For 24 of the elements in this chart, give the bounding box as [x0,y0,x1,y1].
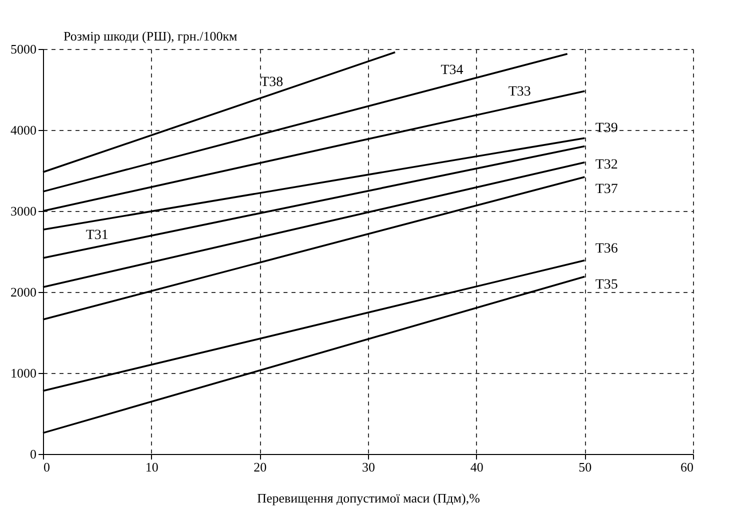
x-tick-label: 30 [362,460,375,474]
y-tick-label: 2000 [10,284,36,300]
series-label: Т34 [440,63,464,78]
x-tick-label: 60 [680,460,694,474]
series-label: Т31 [86,228,108,243]
series-label: Т35 [595,278,618,293]
y-tick-label: 5000 [10,42,36,56]
x-tick-label: 20 [254,460,267,474]
x-axis-title: Перевищення допустимої маси (Пдм),% [257,490,480,506]
series-label: Т32 [595,157,618,172]
series-label: Т38 [260,75,284,90]
series-label: Т37 [595,182,618,197]
series-label: Т39 [595,121,618,136]
y-axis-title: Розмір шкоди (РШ), грн./100км [64,28,238,44]
x-tick-label: 10 [145,460,158,474]
y-tick-label: 3000 [10,204,36,218]
series-label: Т36 [595,241,618,256]
series-label: Т33 [508,84,531,100]
y-tick-label: 4000 [10,122,36,138]
y-tick-label: 1000 [10,366,36,380]
x-tick-label: 40 [470,460,484,474]
y-tick-label: 0 [30,446,36,462]
x-tick-label: 0 [44,460,50,474]
x-tick-label: 50 [578,460,592,474]
